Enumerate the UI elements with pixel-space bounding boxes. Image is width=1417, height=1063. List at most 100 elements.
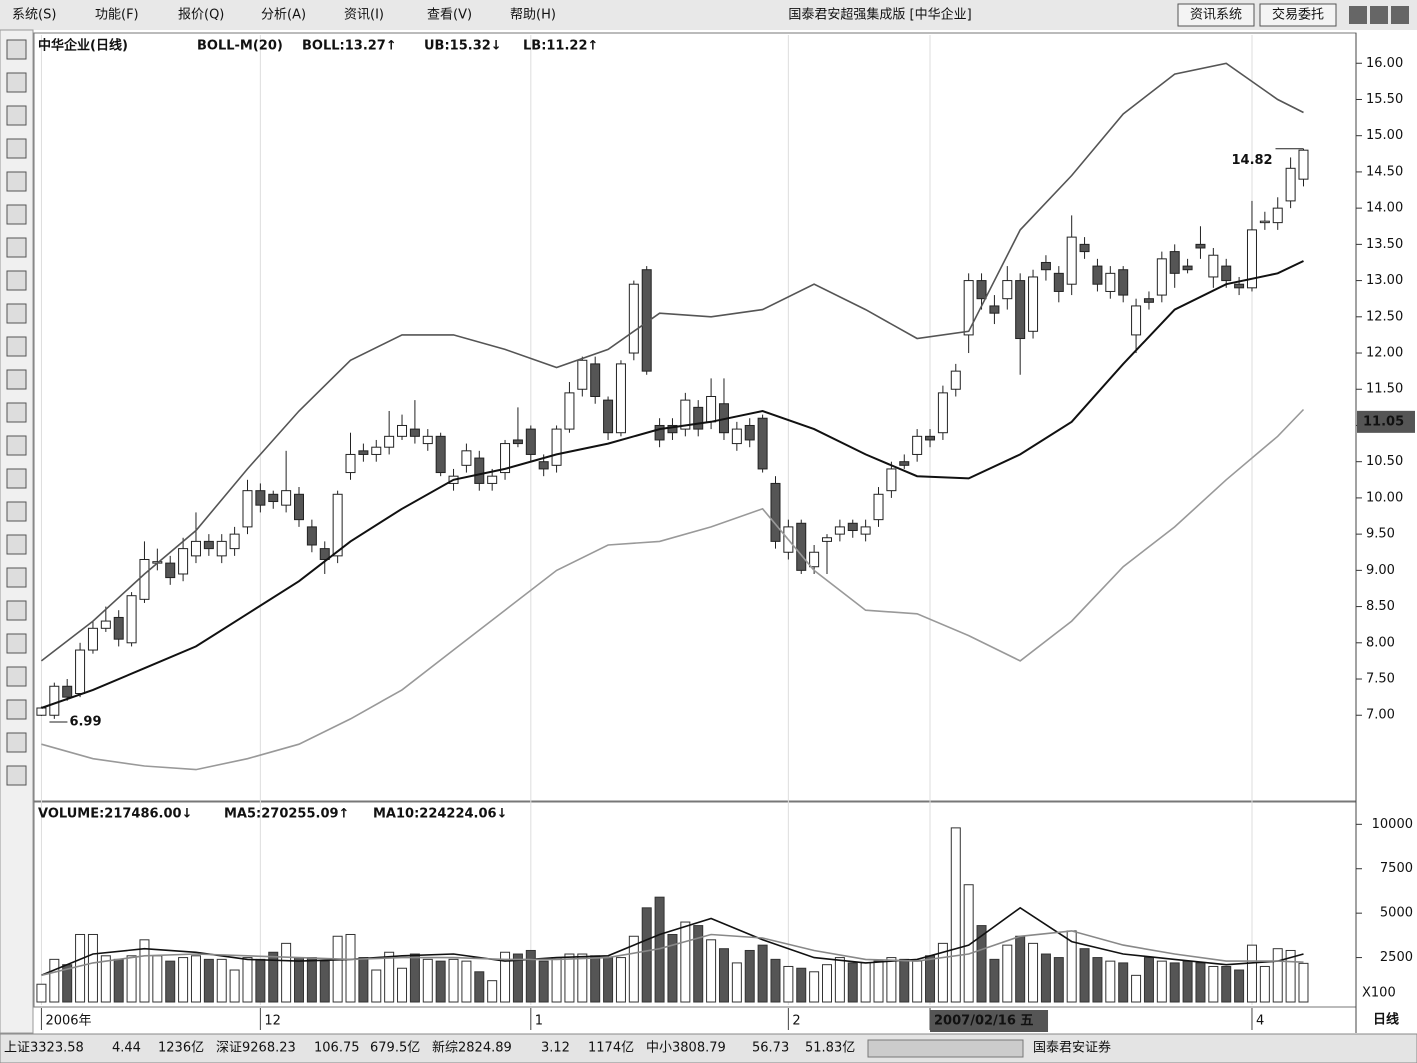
candle-body xyxy=(1002,280,1013,300)
tool-icon[interactable] xyxy=(6,633,27,654)
tool-icon[interactable] xyxy=(6,402,27,423)
button-label[interactable]: 资讯系统 xyxy=(1190,8,1242,23)
tool-icon[interactable] xyxy=(6,699,27,720)
x-tick-label: 2007/02/16 五 xyxy=(934,1014,1033,1029)
candle-body xyxy=(538,461,549,470)
menu-item[interactable]: 功能(F) xyxy=(95,8,139,23)
y-tick-label: 7.00 xyxy=(1366,708,1395,723)
tool-icon[interactable] xyxy=(6,105,27,126)
candle-body xyxy=(87,627,98,651)
candle-body xyxy=(847,522,858,532)
maximize[interactable] xyxy=(1370,6,1388,24)
button-label[interactable]: 交易委托 xyxy=(1272,7,1324,23)
candle-body xyxy=(178,548,189,575)
menu-item[interactable]: 分析(A) xyxy=(261,8,306,23)
volume-bar xyxy=(1272,948,1283,1003)
candle-body xyxy=(950,370,961,390)
candle-body xyxy=(62,685,73,698)
candle-body xyxy=(937,392,948,434)
candle-body xyxy=(615,363,626,434)
y-tick-label: 10.00 xyxy=(1366,490,1403,505)
tool-icon[interactable] xyxy=(6,567,27,588)
candle-body xyxy=(641,269,652,372)
tool-icon[interactable] xyxy=(6,72,27,93)
tool-icon[interactable] xyxy=(6,732,27,753)
candle-body xyxy=(744,424,755,441)
candle-body xyxy=(409,428,420,437)
tool-icon[interactable] xyxy=(6,534,27,555)
menu-item[interactable]: 帮助(H) xyxy=(510,8,556,23)
volume-bar xyxy=(512,953,523,1003)
tool-icon[interactable] xyxy=(6,336,27,357)
candle-body xyxy=(139,558,150,600)
tool-icon[interactable] xyxy=(6,468,27,489)
candle-body xyxy=(654,424,665,441)
tool-icon[interactable] xyxy=(6,600,27,621)
candle-body xyxy=(100,620,111,629)
menu-item[interactable]: 资讯(I) xyxy=(344,8,384,23)
candle-body xyxy=(474,457,485,484)
candle-body xyxy=(1131,305,1142,336)
tool-icon[interactable] xyxy=(6,171,27,192)
volume-bar xyxy=(860,962,871,1003)
candle-body xyxy=(165,562,176,579)
tool-icon[interactable] xyxy=(6,666,27,687)
y-tick-label: 10.50 xyxy=(1366,454,1403,469)
tool-icon[interactable] xyxy=(6,435,27,456)
tool-icon[interactable] xyxy=(6,138,27,159)
tool-icon[interactable] xyxy=(6,369,27,390)
candle-body xyxy=(281,490,292,506)
minimize[interactable] xyxy=(1349,6,1367,24)
button[interactable] xyxy=(1177,3,1255,27)
y-tick-label: 15.50 xyxy=(1366,92,1403,107)
candle-body xyxy=(500,443,511,474)
candle-body xyxy=(294,493,304,521)
menu-item[interactable]: 查看(V) xyxy=(427,7,472,23)
candle-body xyxy=(242,490,253,528)
close[interactable] xyxy=(1391,6,1409,24)
tool-icon[interactable] xyxy=(6,270,27,291)
volume-bar xyxy=(203,958,214,1003)
candle-body xyxy=(1066,236,1077,285)
volume-bar xyxy=(409,953,420,1003)
ma-line xyxy=(41,930,1304,977)
y-tick-label: 16.00 xyxy=(1366,56,1403,71)
volume-bar xyxy=(757,944,768,1003)
volume-bar xyxy=(1234,969,1245,1003)
status-text: 1236亿 xyxy=(158,1041,204,1056)
volume-bar xyxy=(796,967,807,1003)
candle-body xyxy=(770,482,781,542)
candle-body xyxy=(268,493,279,503)
candle-body xyxy=(49,685,60,716)
tool-icon[interactable] xyxy=(6,765,27,786)
tool-icon[interactable] xyxy=(6,237,27,258)
status-text: 106.75 xyxy=(314,1041,360,1056)
candle-body xyxy=(1221,265,1232,282)
candle-body xyxy=(461,450,472,466)
tool-icon[interactable] xyxy=(6,39,27,60)
candle-body xyxy=(75,649,86,695)
candle-body xyxy=(1298,149,1309,180)
menu-item[interactable]: 系统(S) xyxy=(12,8,56,23)
candle-body xyxy=(422,435,433,445)
tool-icon[interactable] xyxy=(6,303,27,324)
indicator-name: BOLL-M(20) xyxy=(197,39,283,54)
y-tick-label: 11.50 xyxy=(1366,382,1403,397)
y-tick-label: 8.00 xyxy=(1366,635,1395,650)
volume-bar xyxy=(1092,957,1103,1003)
candle-body xyxy=(255,490,266,506)
candle-body xyxy=(1234,283,1245,289)
candle-body xyxy=(860,526,871,535)
tool-icon[interactable] xyxy=(6,204,27,225)
volume-bar xyxy=(268,951,279,1003)
volume-bar xyxy=(448,958,459,1003)
volume-bar xyxy=(564,953,575,1003)
y-tick-label: 14.50 xyxy=(1366,164,1403,179)
tool-icon[interactable] xyxy=(6,501,27,522)
candle-body xyxy=(912,435,923,455)
status-text: 679.5亿 xyxy=(370,1041,420,1056)
button[interactable] xyxy=(1259,3,1337,27)
menu-item[interactable]: 报价(Q) xyxy=(178,8,224,23)
candle-body xyxy=(1053,272,1064,292)
